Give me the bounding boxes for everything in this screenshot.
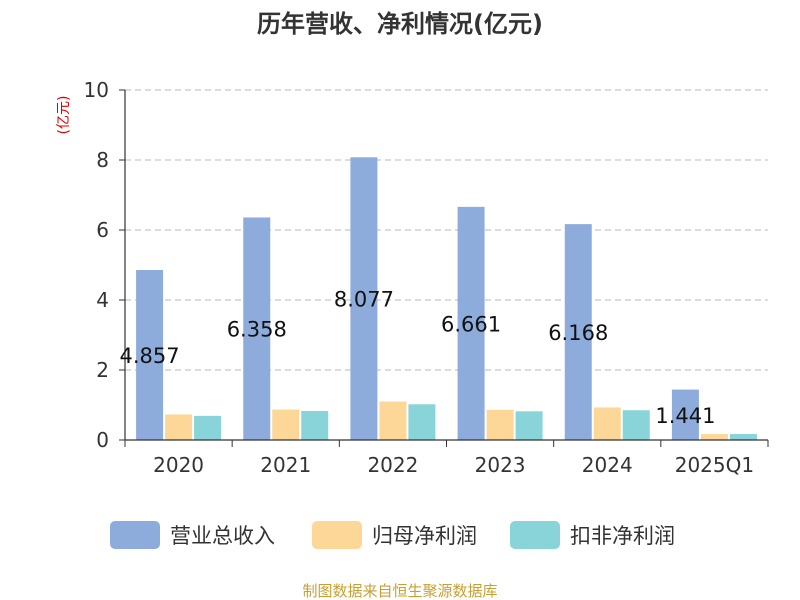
- data-label-2025Q1: 1.441: [655, 404, 715, 428]
- bar-s0-2020: [136, 270, 164, 440]
- bar-s1-2023: [486, 409, 514, 440]
- bar-s0-2021: [243, 217, 271, 440]
- legend-swatch: [312, 521, 362, 549]
- bar-s1-2025Q1: [700, 434, 728, 440]
- y-tick-label: 6: [96, 218, 109, 242]
- bar-s1-2024: [593, 407, 621, 440]
- legend-label: 归母净利润: [372, 524, 477, 548]
- axes: [124, 90, 768, 441]
- y-tick-label: 0: [96, 428, 109, 452]
- bar-s0-2022: [350, 157, 378, 440]
- bar-s2-2020: [194, 415, 222, 440]
- bar-s2-2024: [622, 410, 650, 440]
- y-tick-label: 8: [96, 148, 109, 172]
- source-note: 制图数据来自恒生聚源数据库: [302, 582, 497, 600]
- chart-title: 历年营收、净利情况(亿元): [257, 10, 543, 38]
- bars: [136, 157, 757, 440]
- x-axis-ticks: 2020 2021 2022 2023 2024 2025Q1: [124, 440, 769, 477]
- y-axis-label: (亿元): [56, 96, 72, 135]
- legend-label: 营业总收入: [170, 524, 275, 548]
- x-tick-label: 2020: [153, 453, 204, 477]
- y-tick-label: 4: [96, 288, 109, 312]
- data-label-2024: 6.168: [548, 321, 608, 345]
- data-label-2022: 8.077: [334, 288, 394, 312]
- bar-s1-2020: [165, 414, 193, 440]
- bar-s0-2023: [457, 206, 485, 440]
- legend-swatch: [110, 521, 160, 549]
- x-tick-label: 2024: [582, 453, 633, 477]
- bar-s0-2024: [564, 224, 592, 440]
- x-tick-label: 2022: [367, 453, 418, 477]
- bar-s2-2025Q1: [729, 434, 757, 440]
- y-tick-label: 2: [96, 358, 109, 382]
- data-label-2020: 4.857: [120, 344, 180, 368]
- y-axis-ticks: 0 2 4 6 8 10: [84, 78, 125, 452]
- x-tick-label: 2025Q1: [675, 453, 754, 477]
- legend: 营业总收入 归母净利润 扣非净利润: [110, 521, 675, 549]
- data-label-2021: 6.358: [227, 318, 287, 342]
- data-label-2023: 6.661: [441, 312, 501, 336]
- bar-s2-2022: [408, 404, 436, 440]
- x-tick-label: 2023: [475, 453, 526, 477]
- bar-s2-2023: [515, 411, 543, 440]
- x-tick-label: 2021: [260, 453, 311, 477]
- bar-s1-2021: [272, 409, 300, 440]
- y-tick-label: 10: [84, 78, 109, 102]
- grid-lines: [125, 89, 768, 371]
- legend-swatch: [510, 521, 560, 549]
- legend-label: 扣非净利润: [570, 524, 675, 548]
- data-labels: 4.857 6.358 8.077 6.661 6.168 1.441: [120, 288, 716, 428]
- bar-s1-2022: [379, 401, 407, 440]
- bar-s0-2025Q1: [671, 389, 699, 440]
- bar-s2-2021: [301, 410, 329, 440]
